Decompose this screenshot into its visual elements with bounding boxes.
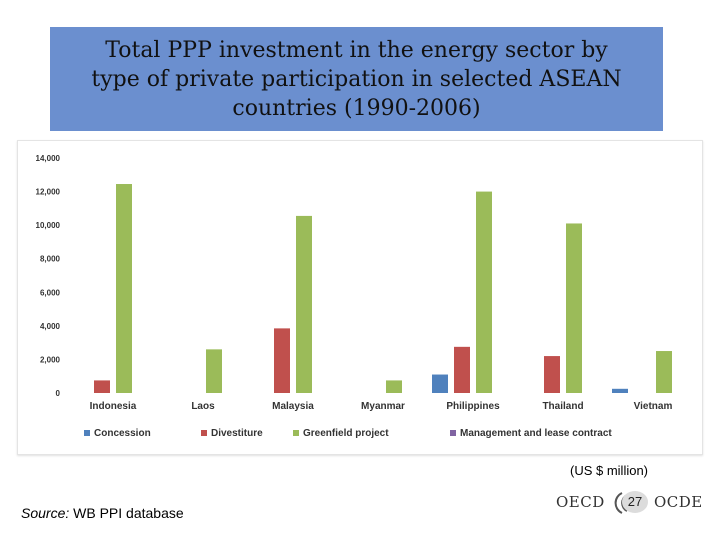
legend-label: Concession [94,428,151,439]
x-tick-label: Malaysia [272,401,314,412]
bar-greenfield-project [296,215,312,393]
y-tick-label: 8,000 [40,255,61,264]
x-tick-label: Vietnam [634,401,673,412]
bar-divestiture [274,328,290,393]
page-number: 27 [622,491,648,513]
bar-greenfield-project [656,351,672,393]
bar-greenfield-project [116,184,132,393]
y-tick-label: 12,000 [36,188,61,197]
bar-greenfield-project [566,223,582,393]
bar-divestiture [454,346,470,393]
title-line-3: countries (1990-2006) [232,96,481,121]
bar-divestiture [94,380,110,393]
title-line-1: Total PPP investment in the energy secto… [105,38,608,63]
source-note: Source: WB PPI database [21,505,184,521]
source-text: WB PPI database [69,505,184,521]
x-tick-label: Myanmar [361,401,405,412]
x-tick-label: Laos [191,401,215,412]
y-tick-label: 10,000 [36,221,61,230]
bar-greenfield-project [386,380,402,393]
x-tick-label: Thailand [542,401,583,412]
bar-concession [432,374,448,393]
bar-greenfield-project [476,191,492,393]
x-tick-label: Philippines [446,401,500,412]
bar-concession [612,388,628,393]
legend-label: Divestiture [211,428,263,439]
legend-swatch [84,430,90,436]
y-tick-label: 6,000 [40,288,61,297]
x-tick-label: Indonesia [90,401,137,412]
y-tick-label: 14,000 [36,154,61,163]
oecd-logo: OECD OCDE [556,490,703,518]
source-label: Source: [21,505,70,521]
legend-swatch [450,430,456,436]
y-tick-label: 2,000 [40,355,61,364]
y-tick-label: 4,000 [40,322,61,331]
legend-label: Management and lease contract [460,428,612,439]
bar-chart: 0 2,000 4,000 6,000 8,000 10,000 12,000 14,000 I… [36,154,673,439]
legend-swatch [293,430,299,436]
logo-text-right: OCDE [654,493,703,511]
unit-note: (US $ million) [570,463,649,478]
logo-text-left: OECD [556,493,605,511]
chart-panel: 0 2,000 4,000 6,000 8,000 10,000 12,000 14,000 I… [17,140,703,455]
y-tick-label: 0 [56,389,61,398]
legend-label: Greenfield project [303,428,389,439]
bar-divestiture [544,356,560,393]
title-line-2: type of private participation in selecte… [91,67,622,92]
title-banner: Total PPP investment in the energy secto… [50,27,663,131]
legend-swatch [201,430,207,436]
bar-greenfield-project [206,349,222,393]
